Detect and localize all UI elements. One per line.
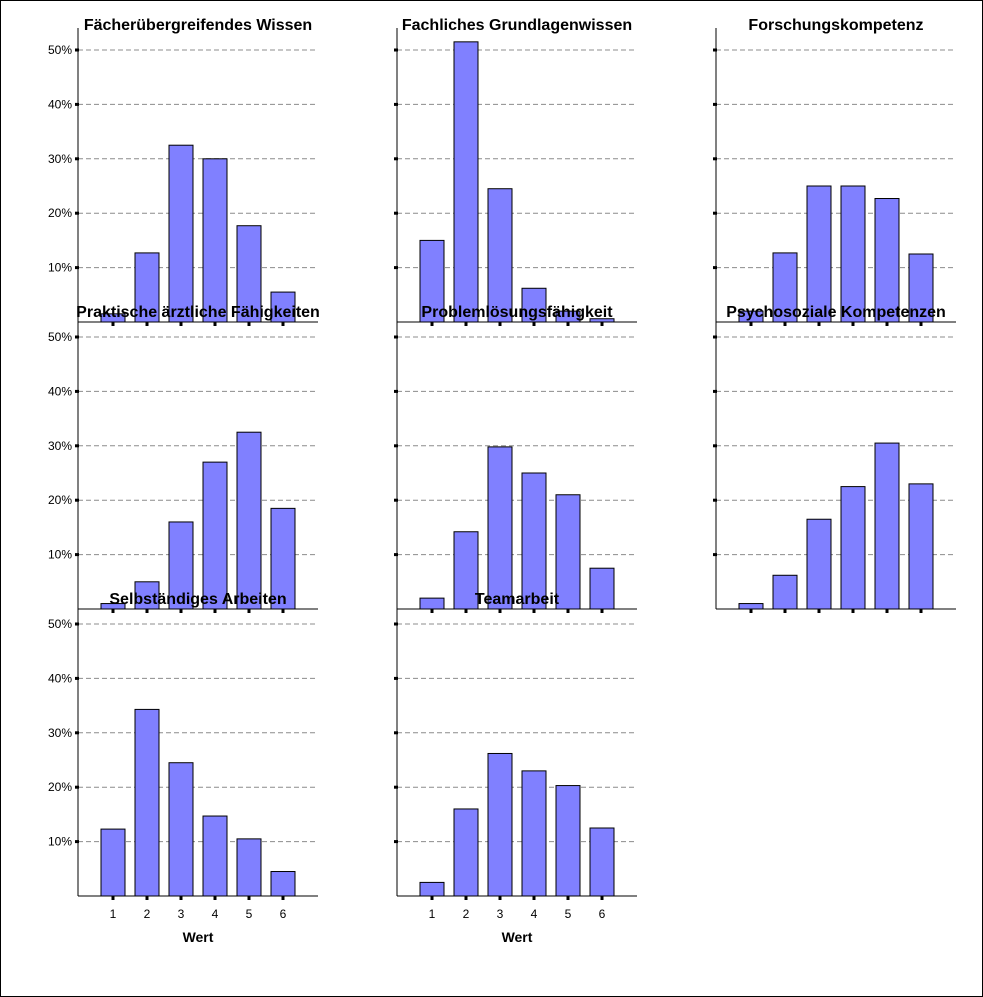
bar-3	[168, 762, 194, 897]
bar-6	[589, 827, 615, 897]
x-tick-label: 1	[110, 907, 117, 921]
y-tick-label: 40%	[48, 671, 72, 685]
bar-4	[840, 185, 866, 323]
y-tick-label: 40%	[48, 384, 72, 398]
panel-title: Selbständiges Arbeiten	[109, 591, 286, 608]
panel-title: Praktische ärztliche Fähigkeiten	[76, 304, 320, 321]
bar-6	[589, 567, 615, 610]
y-tick-label: 30%	[48, 152, 72, 166]
bar-6	[270, 871, 296, 897]
bar-6	[270, 507, 296, 610]
panel-6: Psychosoziale Kompetenzen	[713, 304, 956, 613]
panel-1: Fächerübergreifendes Wissen 10% 20% 30% 40% 5…	[48, 17, 318, 326]
y-tick-label: 30%	[48, 726, 72, 740]
panel-4: Praktische ärztliche Fähigkeiten 10% 20% 30…	[48, 304, 320, 613]
x-tick-label: 2	[463, 907, 470, 921]
bar-2	[772, 252, 798, 323]
bar-4	[521, 287, 547, 323]
panel-title: Forschungskompetenz	[748, 17, 923, 34]
bar-4	[840, 486, 866, 610]
x-tick-label: 3	[497, 907, 504, 921]
bar-2	[772, 574, 798, 610]
bar-4	[521, 472, 547, 610]
bar-2	[134, 708, 160, 897]
bar-5	[236, 431, 262, 610]
x-tick-label: 1	[429, 907, 436, 921]
bar-2	[453, 808, 479, 897]
y-tick-label: 40%	[48, 97, 72, 111]
bar-3	[487, 446, 513, 610]
y-tick-label: 50%	[48, 617, 72, 631]
x-tick-label: 5	[246, 907, 253, 921]
x-tick-label: 2	[144, 907, 151, 921]
bar-1	[419, 597, 445, 610]
panel-3: Forschungskompetenz	[713, 17, 956, 326]
bar-4	[202, 158, 228, 323]
y-tick-label: 50%	[48, 43, 72, 57]
bar-3	[168, 521, 194, 610]
y-tick-label: 20%	[48, 206, 72, 220]
bar-1	[419, 239, 445, 323]
panel-title: Problemlösungsfähigkeit	[421, 304, 613, 321]
bar-3	[806, 518, 832, 610]
y-tick-label: 10%	[48, 261, 72, 275]
bar-3	[806, 185, 832, 323]
bar-4	[521, 770, 547, 897]
bar-3	[487, 188, 513, 323]
bar-5	[555, 785, 581, 897]
y-tick-label: 50%	[48, 330, 72, 344]
bar-6	[908, 483, 934, 610]
x-tick-label: 6	[280, 907, 287, 921]
bar-5	[874, 442, 900, 610]
bar-1	[419, 881, 445, 897]
panel-title: Psychosoziale Kompetenzen	[726, 304, 946, 321]
panel-5: Problemlösungsfähigkeit	[394, 304, 637, 613]
bar-2	[453, 41, 479, 323]
y-tick-label: 10%	[48, 548, 72, 562]
bar-3	[487, 752, 513, 897]
x-tick-label: 5	[565, 907, 572, 921]
panel-8: Teamarbeit 1 2 3 4 5 6 Wert	[394, 591, 637, 945]
y-tick-label: 20%	[48, 780, 72, 794]
panel-2: Fachliches Grundlagenwissen	[394, 17, 637, 326]
bar-6	[270, 291, 296, 323]
bar-1	[738, 603, 764, 610]
x-axis-title: Wert	[502, 929, 533, 945]
bar-3	[168, 144, 194, 323]
panel-title: Fächerübergreifendes Wissen	[84, 17, 312, 34]
panel-7: Selbständiges Arbeiten 10% 20% 30% 40% 50% 1 2 3…	[48, 591, 318, 945]
x-tick-label: 6	[599, 907, 606, 921]
bar-4	[202, 815, 228, 897]
panel-title: Fachliches Grundlagenwissen	[402, 17, 632, 34]
bar-5	[555, 494, 581, 610]
y-tick-label: 30%	[48, 439, 72, 453]
x-tick-label: 3	[178, 907, 185, 921]
bar-5	[236, 838, 262, 897]
x-tick-label: 4	[212, 907, 219, 921]
bar-1	[100, 828, 126, 897]
y-tick-label: 20%	[48, 493, 72, 507]
bar-5	[874, 198, 900, 323]
x-tick-label: 4	[531, 907, 538, 921]
bar-6	[908, 253, 934, 323]
panel-title: Teamarbeit	[475, 591, 560, 608]
y-tick-label: 10%	[48, 835, 72, 849]
x-axis-title: Wert	[183, 929, 214, 945]
bar-4	[202, 461, 228, 610]
